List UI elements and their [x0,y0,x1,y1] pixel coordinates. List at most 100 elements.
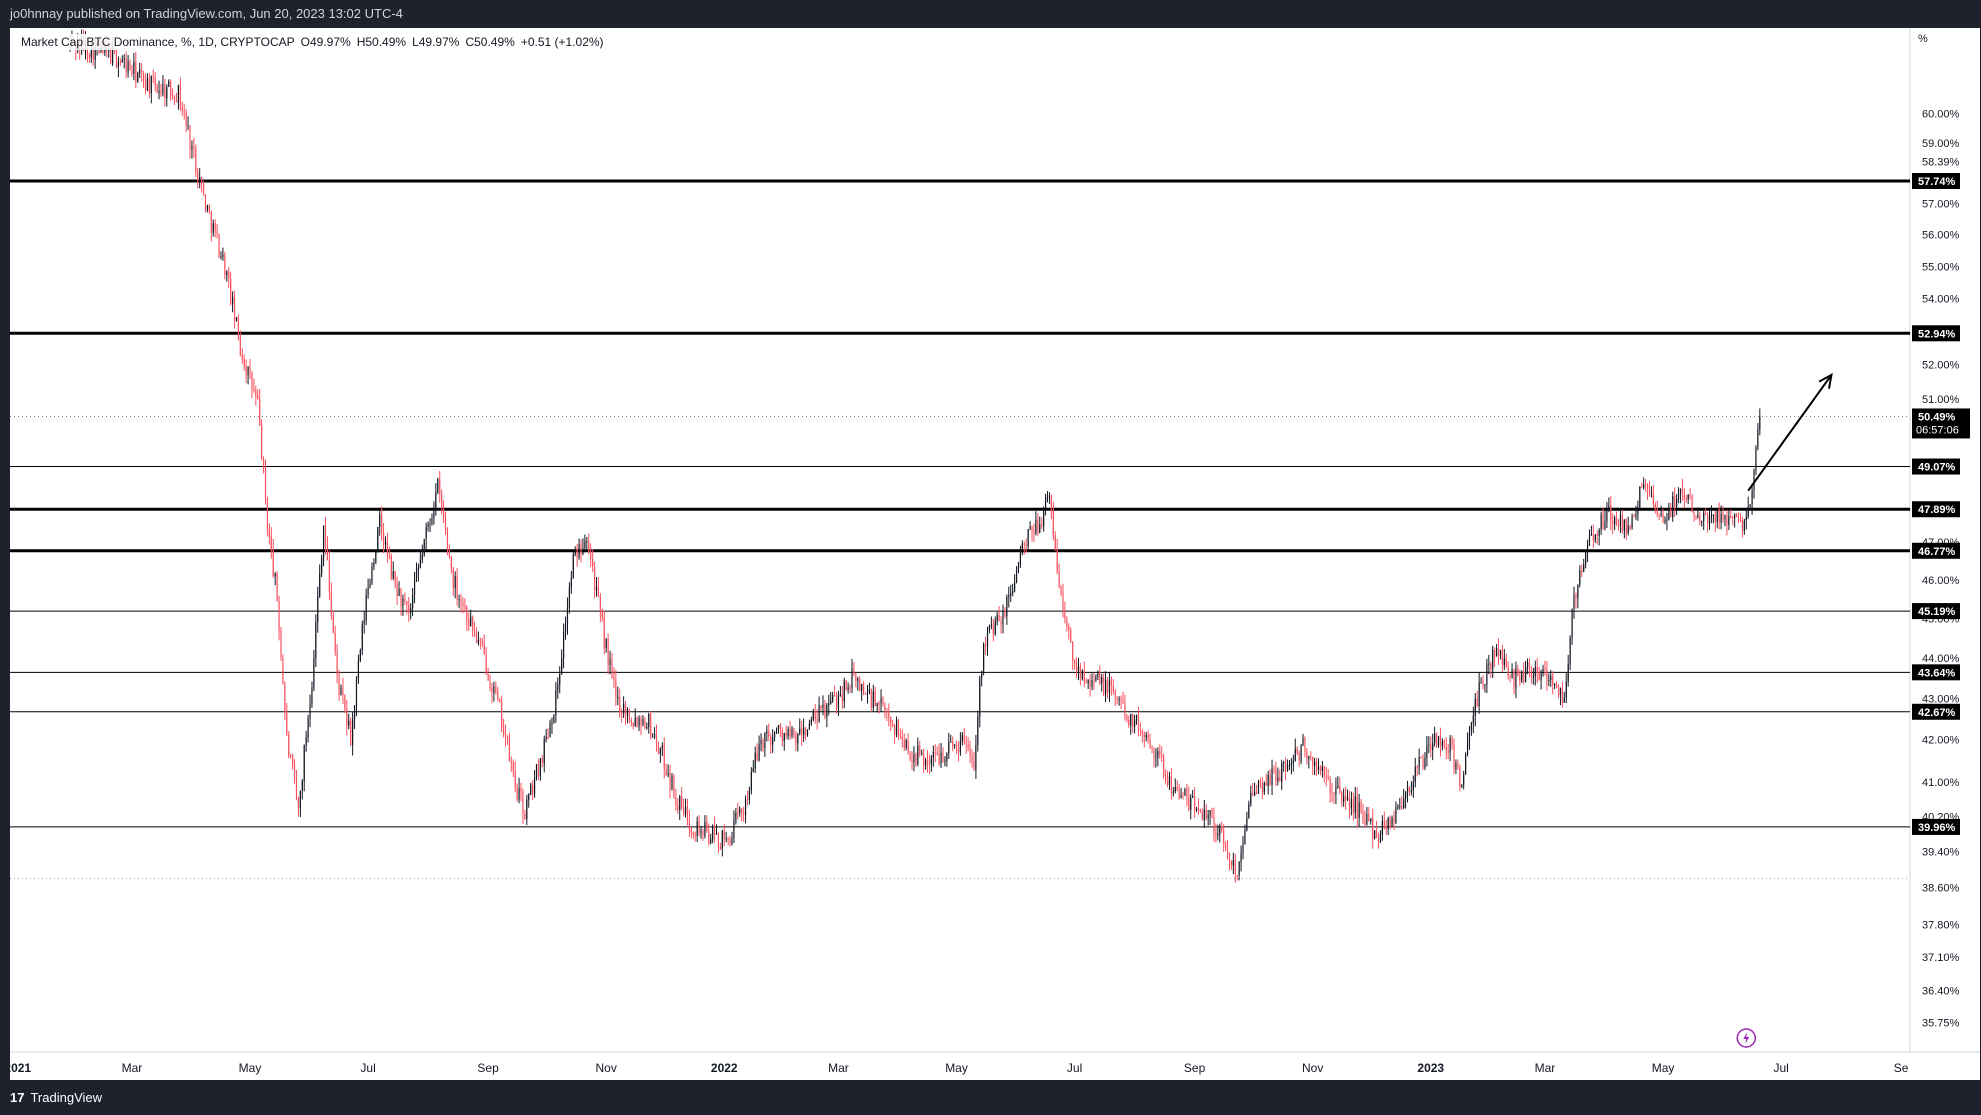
candle-body [1087,680,1089,683]
candle-body [1037,519,1039,533]
annotation-layer[interactable] [1736,373,1833,1048]
candle-body [189,125,191,150]
candle-body [1449,737,1451,753]
candle-body [470,616,472,627]
candle-body [1217,834,1219,836]
candle-body [754,752,756,769]
candle-body [1643,484,1645,488]
chart-area[interactable]: % 60.00% 59.00% 58.39% 57.00% 56.00% 55.00% 54.… [10,28,1980,1080]
candle-body [92,43,94,60]
candle-body [576,549,578,558]
candle-body [1004,611,1006,617]
candle-body [1044,497,1047,511]
candle-body [433,510,435,519]
candle-body [1112,686,1114,692]
candle-body [1397,806,1399,808]
candle-body [1435,733,1438,746]
candle-body [160,91,162,94]
time-tick-label: May [239,1061,262,1075]
candle-body [773,731,776,738]
tradingview-logo[interactable]: 17 TradingView [10,1090,102,1105]
candle-body [1281,762,1283,782]
candle-body [1631,516,1633,529]
candle-body [1523,671,1525,683]
candle-body [266,498,269,530]
projection-arrow-line[interactable] [1747,374,1833,492]
candle-body [545,736,547,740]
candle-body [1666,519,1668,521]
candle-body [791,728,793,737]
candle-body [624,703,627,716]
candle-body [884,705,886,712]
price-tick-label: 55.00% [1922,261,1960,273]
events-lightning-icon[interactable] [1736,1028,1757,1048]
candle-body [117,62,119,67]
candle-body [1275,769,1277,781]
candle-body [1650,493,1653,495]
candle-body [1279,777,1281,782]
candle-body [895,719,898,735]
candle-body [1019,553,1022,566]
candle-body [841,694,843,702]
candle-body [1093,680,1095,682]
lightning-glyph-icon [1743,1032,1750,1044]
candle-body [1360,802,1362,812]
candle-body [1184,788,1186,796]
candle-body [1221,826,1223,832]
level-price-label: 39.96% [1918,822,1956,834]
candle-body [1312,757,1314,766]
level-price-tag [1912,325,1960,342]
candle-body [1716,509,1718,522]
candle-body [1141,731,1143,734]
candle-body [1453,745,1455,770]
candle-body [981,670,983,679]
candle-body [915,754,917,765]
candle-body [1134,720,1136,727]
candle-body [1346,797,1349,801]
candle-body [557,684,559,691]
candle-body [667,772,669,776]
last-price-tag [1912,408,1970,439]
candle-body [715,833,718,835]
candle-body [1319,766,1322,772]
time-axis[interactable]: 2021 Mar May Jul Sep Nov 2022 Mar May Jul Sep Nov 20… [10,1061,1909,1075]
candle-body [435,492,437,511]
support-resistance-levels[interactable] [10,179,1910,828]
candle-body [1664,519,1666,523]
candle-body [564,624,567,632]
candle-body [1348,797,1351,809]
candle-body [1168,776,1171,785]
candle-body [582,547,584,555]
candle-body [1197,808,1200,810]
candle-body [1416,767,1418,769]
candle-body [855,674,857,681]
symbol-legend: Market Cap BTC Dominance, %, 1D, CRYPTOC… [18,34,613,50]
candle-body [386,542,389,555]
candle-body [185,112,187,126]
price-chart[interactable]: % 60.00% 59.00% 58.39% 57.00% 56.00% 55.00% 54.… [10,28,1980,1080]
candle-body [431,518,433,524]
projection-arrowhead[interactable] [1818,373,1833,389]
candle-body [1447,750,1449,753]
candle-body [562,631,565,659]
tradingview-brand: TradingView [30,1090,103,1105]
candle-body [1379,834,1382,842]
candle-body [1002,611,1004,625]
candle-body [1625,519,1627,534]
candle-body [1623,519,1625,531]
candle-body [787,729,789,737]
candle-body [501,701,503,728]
candle-body [224,254,226,275]
price-tick-label: 37.80% [1922,919,1960,931]
candle-body [1164,775,1167,781]
price-tick-label: 42.00% [1922,735,1960,747]
price-axis[interactable]: % 60.00% 59.00% 58.39% 57.00% 56.00% 55.00% 54.… [1912,33,1970,1029]
candle-body [1714,514,1716,522]
candle-body [1668,509,1670,520]
candle-body [379,514,381,527]
candle-body [1741,520,1744,531]
close-value: C50.49% [465,35,515,49]
candle-body [671,776,673,789]
candle-body [998,614,1000,622]
time-tick-label: 2022 [711,1061,738,1075]
